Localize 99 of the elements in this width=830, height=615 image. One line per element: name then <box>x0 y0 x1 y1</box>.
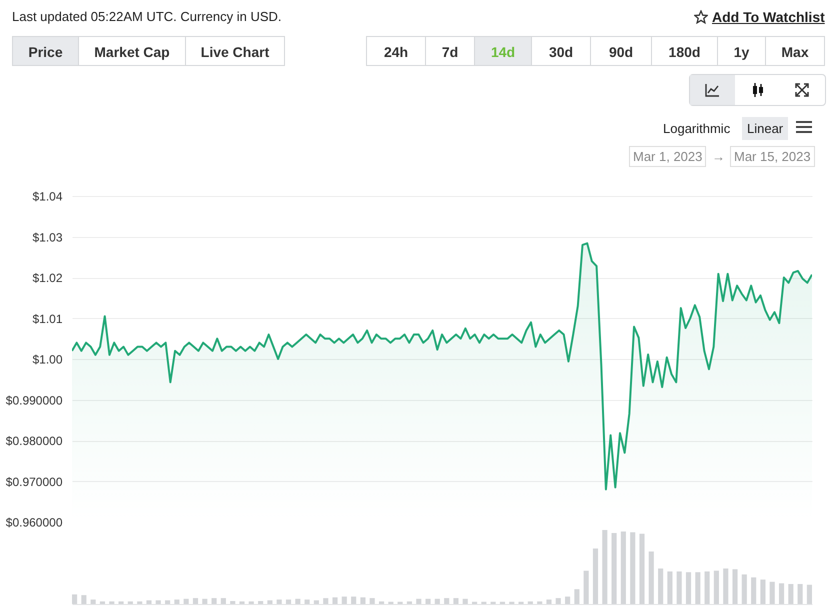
y-tick-label: $1.02 <box>32 271 63 285</box>
bar <box>267 600 272 604</box>
bar <box>248 601 254 604</box>
bar <box>434 598 440 604</box>
text: Mar 15, 2023 <box>730 146 815 167</box>
y-tick-label: $0.990000 <box>6 393 63 408</box>
bar <box>174 600 180 604</box>
text: Linear <box>742 117 788 140</box>
bar <box>165 600 170 604</box>
bar <box>528 601 533 604</box>
bar <box>667 571 672 604</box>
text: 7d <box>425 36 475 66</box>
bar <box>81 595 86 604</box>
bar <box>695 572 700 604</box>
bar <box>565 596 570 604</box>
bar <box>351 596 356 604</box>
bar <box>378 601 384 604</box>
bar <box>220 598 226 604</box>
bar <box>342 596 347 604</box>
bar <box>658 568 664 604</box>
bar <box>639 534 645 604</box>
bar <box>360 597 366 604</box>
bar <box>314 600 319 604</box>
bar <box>184 598 189 604</box>
y-tick-label: $0.980000 <box>6 434 63 448</box>
bar <box>304 600 310 604</box>
text: → <box>712 149 725 164</box>
bar <box>332 597 338 604</box>
text: Market Cap <box>78 36 186 66</box>
text: 24h <box>366 36 426 66</box>
bar <box>156 600 161 604</box>
text: Live Chart <box>185 36 285 66</box>
bar <box>676 571 682 604</box>
bar <box>723 568 728 604</box>
y-tick-label: $0.970000 <box>6 474 63 489</box>
bar <box>602 530 608 604</box>
text: 14d <box>474 36 532 66</box>
bar <box>230 601 236 604</box>
bar <box>704 571 710 604</box>
bar <box>630 532 636 604</box>
bar <box>806 584 812 604</box>
bar <box>118 601 124 604</box>
bar <box>258 601 264 604</box>
bar <box>370 598 375 604</box>
bar <box>648 551 654 604</box>
bar <box>751 577 756 604</box>
bar <box>453 598 459 604</box>
bar <box>128 601 133 604</box>
bar <box>462 598 468 604</box>
text: Mar 1, 2023 <box>629 146 706 167</box>
bar <box>686 572 692 604</box>
bar <box>416 598 422 604</box>
bar <box>778 583 784 604</box>
y-tick-label: $1.04 <box>32 190 63 204</box>
bar <box>732 569 738 604</box>
bar <box>798 584 803 604</box>
y-tick-label: $1.01 <box>32 312 63 326</box>
text: Last updated 05:22AM UTC. Currency in USD. <box>12 9 282 24</box>
bar <box>742 574 747 604</box>
y-tick-label: $1.00 <box>32 352 63 366</box>
bar <box>546 600 552 604</box>
bar <box>444 598 450 604</box>
bar <box>202 598 208 604</box>
text: Price <box>12 36 79 66</box>
bar <box>592 548 598 604</box>
bar <box>239 601 245 604</box>
bar <box>425 598 431 604</box>
bar <box>72 594 78 604</box>
y-tick-label: $0.960000 <box>6 516 63 530</box>
bar <box>137 601 142 604</box>
y-tick-label: $1.03 <box>32 230 63 244</box>
bar <box>100 601 106 604</box>
bar <box>620 531 626 604</box>
bar <box>286 600 292 604</box>
bar <box>109 601 114 604</box>
text: Max <box>765 36 825 66</box>
bar <box>574 589 580 604</box>
bar <box>556 598 561 604</box>
bar <box>323 598 328 604</box>
bar <box>192 598 198 604</box>
bar <box>212 598 217 604</box>
text: 30d <box>531 36 591 66</box>
bar <box>537 601 542 604</box>
text: 1y <box>717 36 766 66</box>
text: 180d <box>651 36 718 66</box>
text: Logarithmic <box>663 121 730 136</box>
bar <box>90 600 96 604</box>
text: Add To Watchlist <box>712 9 825 25</box>
bar <box>146 600 152 604</box>
bar <box>760 580 766 604</box>
bar <box>584 570 589 604</box>
bar <box>788 584 794 604</box>
bar <box>406 601 412 604</box>
bar <box>770 582 775 604</box>
bar <box>276 600 282 604</box>
bar <box>295 598 300 604</box>
bar <box>612 532 617 604</box>
bar <box>714 570 719 604</box>
text: 90d <box>590 36 652 66</box>
